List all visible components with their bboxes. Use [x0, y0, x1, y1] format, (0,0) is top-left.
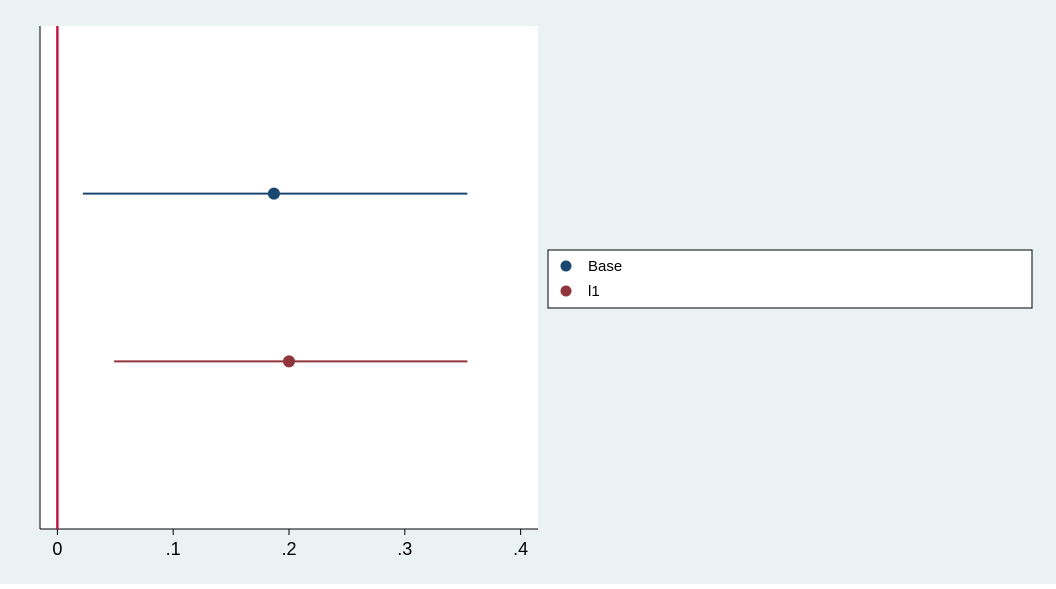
series-layer: [82, 187, 468, 368]
point-estimate-l1: [283, 355, 295, 368]
legend-label-base: Base: [588, 258, 622, 275]
x-tick-label: .4: [513, 539, 528, 559]
x-tick-label: .1: [166, 539, 181, 559]
x-tick-label: .2: [281, 539, 296, 559]
point-estimate-base: [267, 187, 280, 200]
legend-marker-base: [560, 260, 572, 272]
legend-box: [547, 249, 1033, 309]
x-tick-label: 0: [52, 539, 62, 559]
legend-label-l1: l1: [588, 283, 600, 300]
plot-area: [40, 26, 538, 529]
x-axis-ticks: 0 .1 .2 .3 .4: [52, 529, 528, 559]
legend-marker-l1: [560, 285, 572, 297]
x-tick-label: .3: [397, 539, 412, 559]
legend: Base l1: [547, 249, 1033, 309]
